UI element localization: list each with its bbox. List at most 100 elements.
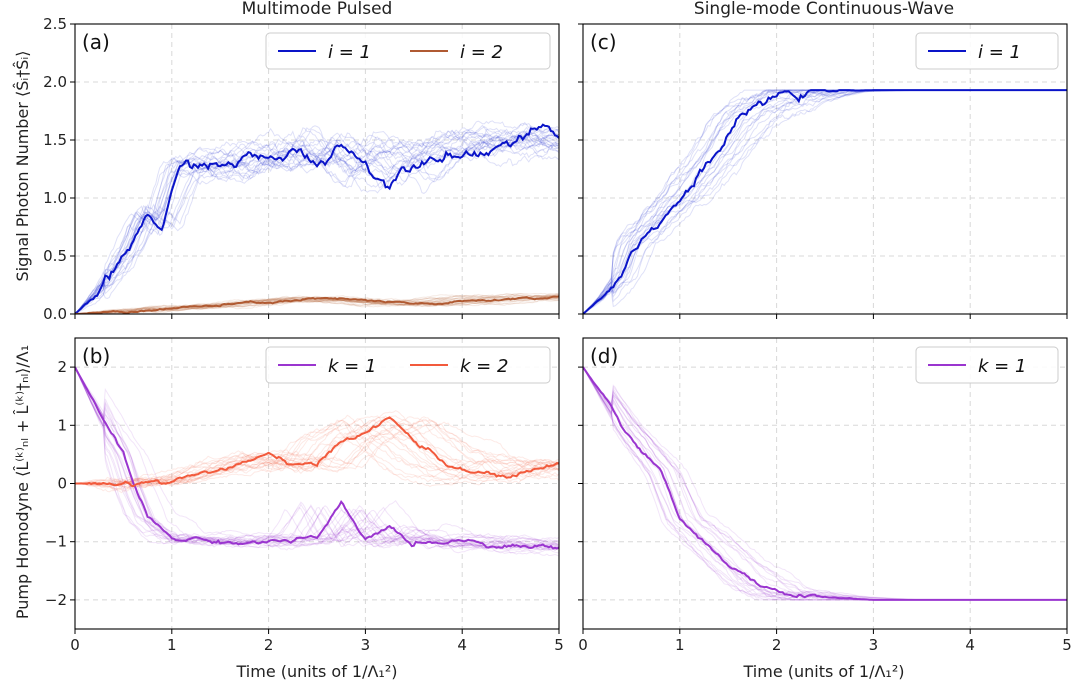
- trajectory-b-2: [75, 419, 559, 489]
- x-tick-label: 3: [361, 636, 371, 654]
- trajectory-a-2: [75, 298, 559, 314]
- trajectory-a-1: [75, 122, 559, 314]
- trajectory-b-2: [75, 416, 559, 486]
- panel-tag-b: (b): [82, 344, 110, 368]
- trajectory-b-2: [75, 423, 559, 485]
- trajectory-b-2: [75, 420, 559, 485]
- legend-label: i = 2: [460, 42, 503, 63]
- plot-area: [75, 366, 559, 557]
- axes-frame: [74, 23, 560, 315]
- trajectory-b-2: [75, 424, 559, 487]
- trajectory-a-1: [75, 125, 559, 314]
- trajectory-b-1: [75, 366, 559, 551]
- y-tick-label: 0: [57, 475, 67, 493]
- panel-c: (c) i = 1: [578, 23, 1068, 319]
- trajectory-b-1: [75, 366, 559, 550]
- trajectory-a-1: [75, 130, 559, 314]
- trajectory-a-1: [75, 135, 559, 314]
- y-tick-label: 1.5: [43, 131, 67, 149]
- series-line-b-2: [75, 416, 559, 488]
- panel-d: 0 1 2 3 4 5 (d) k = 1: [578, 337, 1072, 654]
- axes-frame: [582, 23, 1068, 315]
- trajectory-a-1: [75, 130, 559, 314]
- axes-frame: [74, 337, 560, 630]
- trajectory-b-2: [75, 418, 559, 490]
- trajectory-a-1: [75, 120, 559, 314]
- x-tick-label: 4: [457, 636, 467, 654]
- trajectory-b-1: [75, 366, 559, 554]
- xlabel-time-right: Time (units of 1/Λ₁²): [743, 662, 905, 681]
- trajectory-b-1: [75, 366, 559, 548]
- legend-box: [265, 346, 551, 384]
- y-tick-label: 1: [57, 416, 67, 434]
- series-line-a-2: [75, 295, 559, 314]
- trajectory-b-2: [75, 421, 559, 488]
- legend-label: k = 1: [328, 356, 376, 377]
- trajectory-b-1: [75, 366, 559, 549]
- x-tick-label: 1: [675, 636, 685, 654]
- trajectory-b-1: [75, 366, 559, 551]
- trajectory-a-1: [75, 136, 559, 314]
- plot-area: [583, 366, 1067, 601]
- trajectory-a-1: [75, 125, 559, 314]
- trajectory-b-1: [75, 366, 559, 551]
- panel-tag-a: (a): [82, 30, 110, 54]
- panel-a: 0.0 0.5 1.0 1.5 2.0 2.5 (a) i = 1 i = 2: [43, 15, 560, 323]
- trajectory-a-2: [75, 292, 559, 314]
- title-multimode-pulsed: Multimode Pulsed: [242, 0, 393, 19]
- title-single-mode-cw: Single-mode Continuous-Wave: [694, 0, 954, 19]
- legend-label: i = 1: [978, 42, 1021, 63]
- trajectory-a-1: [75, 135, 559, 314]
- y-tick-label: 2.0: [43, 73, 67, 91]
- trajectory-a-1: [75, 141, 559, 314]
- trajectory-b-1: [75, 366, 559, 550]
- trajectory-a-1: [75, 139, 559, 314]
- trajectory-a-1: [75, 135, 559, 314]
- series-line-d-1: [583, 366, 1067, 601]
- x-tick-label: 0: [70, 636, 80, 654]
- trajectory-b-2: [75, 418, 559, 487]
- trajectory-b-2: [75, 415, 559, 485]
- series-line-a-1: [75, 123, 559, 314]
- x-tick-label: 0: [578, 636, 588, 654]
- plot-area: [583, 89, 1067, 314]
- x-tick-label: 1: [167, 636, 177, 654]
- trajectory-a-1: [75, 127, 559, 314]
- trajectory-a-2: [75, 293, 559, 314]
- y-tick-label: 2: [57, 358, 67, 376]
- series-line-c-1: [583, 89, 1067, 314]
- legend-label: i = 1: [328, 42, 371, 63]
- panel-b: 0 1 2 3 4 5 −2 −1 0 1 2 (b) k = 1 k = 2: [45, 337, 564, 654]
- trajectory-b-1: [75, 366, 559, 547]
- series-line-b-1: [75, 366, 559, 550]
- legend-box: [915, 32, 1059, 70]
- x-tick-label: 2: [264, 636, 274, 654]
- y-tick-label: 1.0: [43, 189, 67, 207]
- trajectory-b-1: [75, 366, 559, 551]
- x-tick-label: 4: [965, 636, 975, 654]
- x-tick-label: 5: [554, 636, 564, 654]
- legend-box: [915, 346, 1059, 384]
- trajectory-a-1: [75, 124, 559, 314]
- trajectory-b-1: [75, 366, 559, 550]
- xlabel-time-left: Time (units of 1/Λ₁²): [236, 662, 398, 681]
- trajectory-a-1: [75, 135, 559, 314]
- ylabel-pump-homodyne: Pump Homodyne ⟨L̂⁽ᵏ⁾ₙₗ + L̂⁽ᵏ⁾†ₙₗ⟩/Λ₁: [13, 345, 32, 619]
- x-tick-label: 2: [772, 636, 782, 654]
- panel-tag-c: (c): [590, 30, 617, 54]
- y-tick-label: 2.5: [43, 15, 67, 33]
- trajectory-b-1: [75, 366, 559, 546]
- trajectory-a-1: [75, 132, 559, 314]
- trajectory-a-2: [75, 296, 559, 314]
- trajectory-b-2: [75, 419, 559, 488]
- trajectory-a-2: [75, 293, 559, 314]
- y-tick-label: −2: [45, 591, 67, 609]
- trajectory-b-1: [75, 366, 559, 557]
- trajectory-b-1: [75, 366, 559, 548]
- x-tick-label: 5: [1062, 636, 1072, 654]
- trajectory-b-2: [75, 410, 559, 489]
- panel-tag-d: (d): [590, 344, 618, 368]
- trajectory-b-2: [75, 415, 559, 486]
- legend-label: k = 1: [978, 356, 1026, 377]
